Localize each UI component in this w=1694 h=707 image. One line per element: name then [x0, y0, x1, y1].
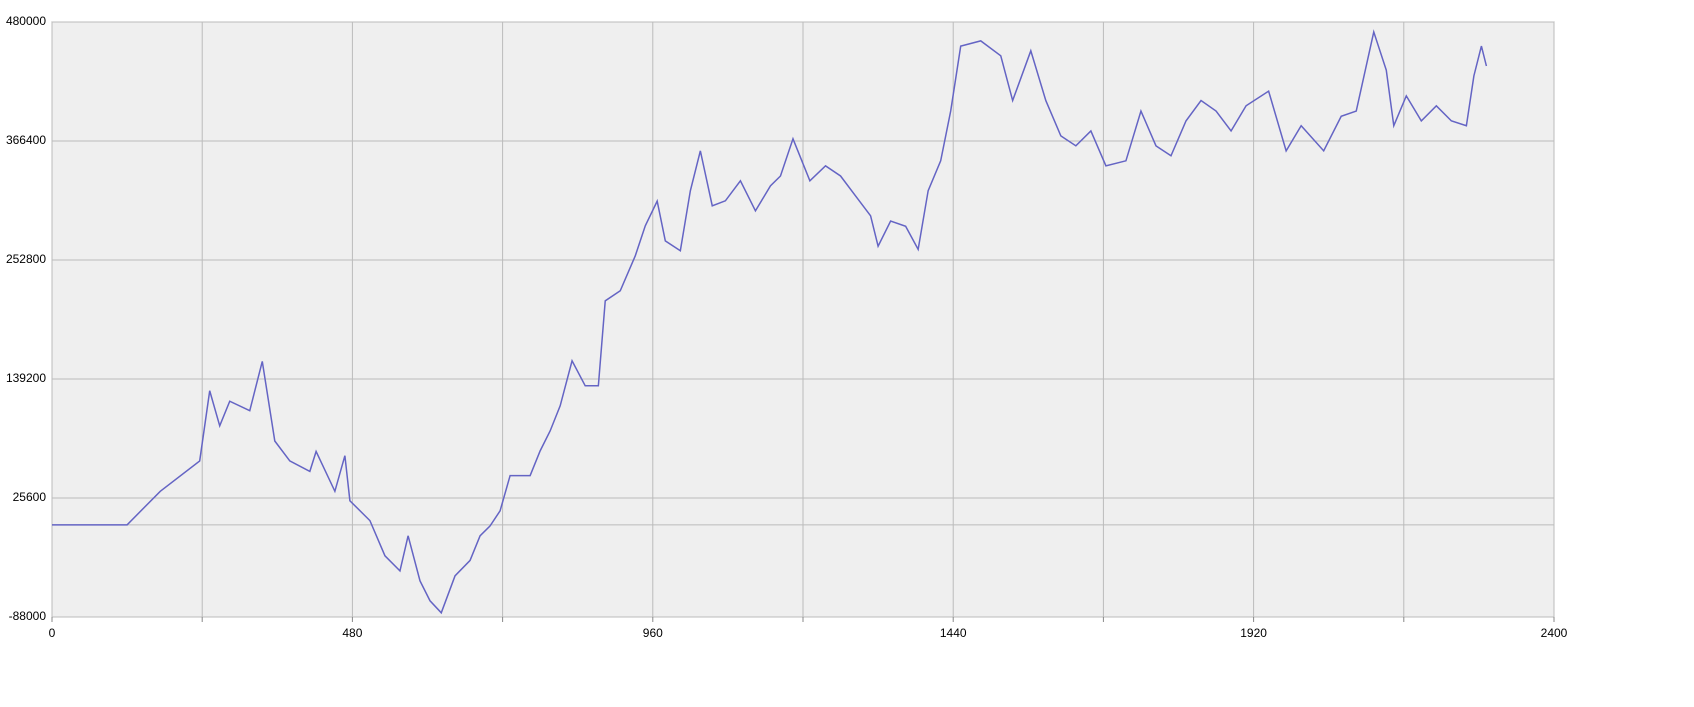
- y-tick-label: 139200: [6, 371, 46, 385]
- x-tick-label: 1440: [940, 626, 967, 640]
- y-tick-label: 480000: [6, 14, 46, 28]
- x-tick-label: 960: [643, 626, 663, 640]
- x-tick-label: 480: [342, 626, 362, 640]
- y-tick-label: 25600: [13, 490, 47, 504]
- x-tick-label: 1920: [1240, 626, 1267, 640]
- x-tick-label: 2400: [1541, 626, 1568, 640]
- x-tick-label: 0: [49, 626, 56, 640]
- y-tick-label: -88000: [9, 609, 47, 623]
- data-line: [52, 29, 1488, 615]
- y-tick-label: 252800: [6, 252, 46, 266]
- y-tick-label: 366400: [6, 133, 46, 147]
